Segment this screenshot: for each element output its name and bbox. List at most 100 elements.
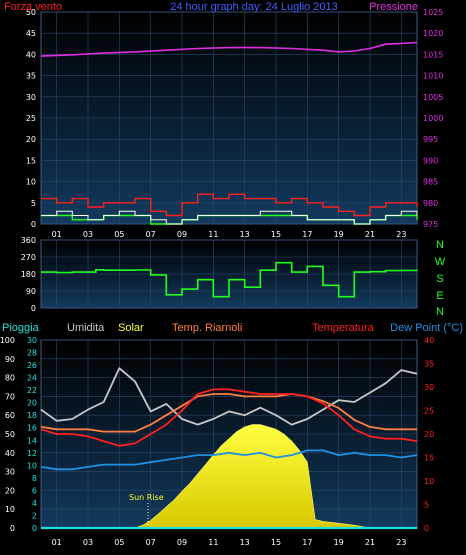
ytick-temp-2: 10 [424, 477, 434, 486]
legend-umidita: Umidita [67, 322, 105, 334]
ytick-rain-3: 6 [32, 486, 37, 495]
xtick-wind-6: 13 [240, 230, 250, 239]
ytick-humidity-9: 90 [5, 355, 15, 364]
series-dew-point-c [40, 449, 418, 471]
ytick-rain-13: 26 [27, 361, 37, 370]
xtick-temp-3: 07 [146, 538, 156, 547]
ytick-humidity-10: 100 [0, 336, 15, 345]
ytick-direction-4: 360 [21, 236, 36, 245]
ytick-humidity-3: 30 [5, 468, 15, 477]
ytick-wind-4: 20 [26, 135, 36, 144]
ytick-humidity-6: 60 [5, 411, 15, 420]
legend-dew-point: Dew Point (°C) [390, 322, 463, 334]
ytick-rain-7: 14 [27, 436, 37, 445]
xtick-temp-1: 03 [83, 538, 93, 547]
ytick-temp-7: 35 [424, 360, 434, 369]
ytick-rain-12: 24 [27, 374, 37, 383]
ytick-humidity-7: 70 [5, 392, 15, 401]
ytick-temp-5: 25 [424, 407, 434, 416]
xtick-wind-8: 17 [302, 230, 312, 239]
xtick-wind-2: 05 [114, 230, 124, 239]
legend-temp-riarnoli: Temp. Riarnoli [172, 322, 242, 334]
ytick-temp-1: 5 [424, 501, 429, 510]
ytick-pressure-0: 975 [423, 220, 438, 229]
compass-label-n1: N [436, 239, 444, 251]
ytick-pressure-5: 1000 [423, 114, 443, 123]
series-temp-riarnoli [40, 393, 417, 433]
xtick-temp-10: 21 [365, 538, 375, 547]
chart-title: 24 hour graph day: 24 Luglio 2013 [170, 1, 338, 13]
ytick-direction-1: 90 [26, 287, 36, 296]
ytick-rain-10: 20 [27, 399, 37, 408]
compass-label-n2: N [436, 306, 444, 318]
ytick-temp-8: 40 [424, 336, 434, 345]
ytick-wind-10: 50 [26, 8, 36, 17]
tick-labels: 0510152025303540455097598098599099510001… [0, 8, 443, 547]
ytick-rain-1: 2 [32, 511, 37, 520]
ytick-wind-3: 15 [26, 156, 36, 165]
ytick-humidity-4: 40 [5, 449, 15, 458]
ytick-pressure-3: 990 [423, 156, 438, 165]
compass-label-s: S [436, 273, 443, 285]
ytick-direction-2: 180 [21, 270, 36, 279]
ytick-rain-2: 4 [32, 499, 37, 508]
ytick-rain-8: 16 [27, 424, 37, 433]
ytick-temp-0: 0 [424, 524, 429, 533]
ytick-rain-0: 0 [32, 524, 37, 533]
xtick-wind-10: 21 [365, 230, 375, 239]
ytick-rain-4: 8 [32, 474, 37, 483]
ytick-temp-4: 20 [424, 430, 434, 439]
xtick-temp-2: 05 [114, 538, 124, 547]
ytick-rain-11: 22 [27, 386, 37, 395]
ytick-wind-2: 10 [26, 178, 36, 187]
series-pressione [40, 41, 418, 57]
ytick-rain-9: 18 [27, 411, 37, 420]
right-axis-label-pressure: Pressione [369, 1, 418, 13]
ytick-wind-5: 25 [26, 114, 36, 123]
ytick-rain-5: 10 [27, 461, 37, 470]
ytick-pressure-8: 1015 [423, 50, 443, 59]
ytick-pressure-4: 995 [423, 135, 438, 144]
xtick-temp-5: 11 [208, 538, 218, 547]
ytick-wind-9: 45 [26, 29, 36, 38]
legend-temperatura: Temperatura [312, 322, 375, 334]
xtick-wind-3: 07 [146, 230, 156, 239]
ytick-rain-15: 30 [27, 336, 37, 345]
xtick-wind-1: 03 [83, 230, 93, 239]
ytick-pressure-10: 1025 [423, 8, 443, 17]
ytick-pressure-2: 985 [423, 178, 438, 187]
ytick-humidity-2: 20 [5, 486, 15, 495]
ytick-pressure-1: 980 [423, 199, 438, 208]
ytick-humidity-5: 50 [5, 430, 15, 439]
xtick-wind-5: 11 [208, 230, 218, 239]
ytick-wind-0: 0 [31, 220, 36, 229]
xtick-temp-4: 09 [177, 538, 187, 547]
xtick-wind-4: 09 [177, 230, 187, 239]
xtick-wind-11: 23 [396, 230, 406, 239]
ytick-temp-6: 30 [424, 383, 434, 392]
ytick-rain-14: 28 [27, 349, 37, 358]
xtick-temp-11: 23 [396, 538, 406, 547]
series-solar [134, 424, 371, 529]
ytick-pressure-9: 1020 [423, 29, 443, 38]
xtick-wind-9: 19 [334, 230, 344, 239]
ytick-wind-1: 5 [31, 199, 36, 208]
ytick-humidity-0: 0 [10, 524, 15, 533]
ytick-pressure-7: 1010 [423, 72, 443, 81]
xtick-temp-7: 15 [271, 538, 281, 547]
legend-pioggia: Pioggia [2, 322, 40, 334]
ytick-wind-6: 30 [26, 93, 36, 102]
xtick-temp-8: 17 [302, 538, 312, 547]
xtick-temp-6: 13 [240, 538, 250, 547]
annotation-sun-rise: Sun Rise [129, 493, 164, 502]
xtick-wind-0: 01 [52, 230, 62, 239]
ytick-rain-6: 12 [27, 449, 37, 458]
ytick-direction-0: 0 [31, 304, 36, 313]
ytick-direction-3: 270 [21, 253, 36, 262]
legend-solar: Solar [118, 322, 144, 334]
ytick-temp-3: 15 [424, 454, 434, 463]
series-umidita [40, 367, 418, 426]
ytick-wind-7: 35 [26, 72, 36, 81]
ytick-humidity-1: 10 [5, 505, 15, 514]
